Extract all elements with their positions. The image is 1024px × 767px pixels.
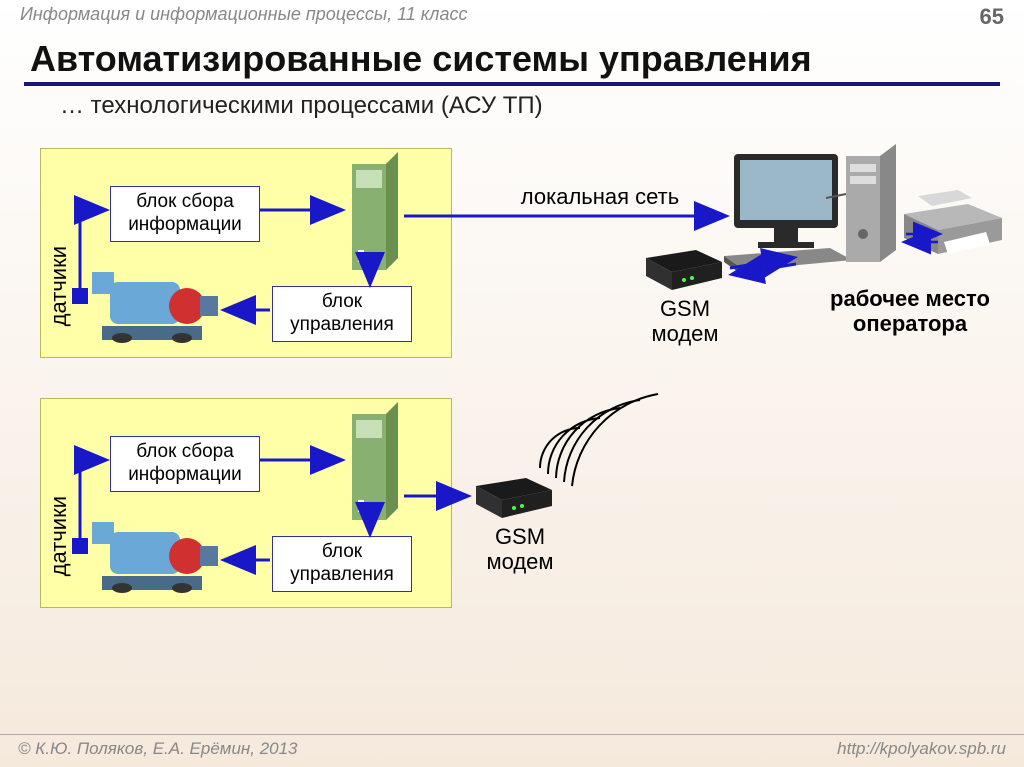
footer-url: http://kpolyakov.spb.ru	[837, 739, 1006, 759]
copyright: © К.Ю. Поляков, Е.А. Ерёмин, 2013	[18, 739, 298, 759]
lan-label: локальная сеть	[500, 184, 700, 209]
server-icon-2	[344, 400, 414, 530]
modem-label-2: GSM модем	[480, 524, 560, 575]
course-label: Информация и информационные процессы, 11…	[20, 4, 467, 30]
modem-icon-1	[640, 238, 730, 298]
title-underline	[24, 82, 1000, 86]
collect-box-2: блок сбора информации	[110, 436, 260, 492]
diagram-canvas: датчики блок сбора информации блок управ…	[0, 128, 1024, 708]
sensors-label-2: датчики	[46, 496, 72, 576]
monitor-icon	[720, 148, 860, 278]
header-bar: Информация и информационные процессы, 11…	[0, 0, 1024, 34]
footer: © К.Ю. Поляков, Е.А. Ерёмин, 2013 http:/…	[0, 734, 1024, 763]
pump-icon-1	[92, 260, 222, 350]
collect-box-1: блок сбора информации	[110, 186, 260, 242]
pump-icon-2	[92, 510, 222, 600]
control-box-2: блок управления	[272, 536, 412, 592]
page-number: 65	[980, 4, 1004, 30]
slide-subtitle: … технологическими процессами (АСУ ТП)	[0, 92, 1024, 128]
modem-label-1: GSM модем	[640, 296, 730, 347]
server-icon-1	[344, 150, 414, 280]
sensors-label-1: датчики	[46, 246, 72, 326]
control-box-1: блок управления	[272, 286, 412, 342]
printer-icon	[898, 188, 1008, 268]
slide-title: Автоматизированные системы управления	[0, 34, 1024, 80]
wireless-icon	[530, 378, 660, 488]
operator-label: рабочее место оператора	[810, 286, 1010, 337]
